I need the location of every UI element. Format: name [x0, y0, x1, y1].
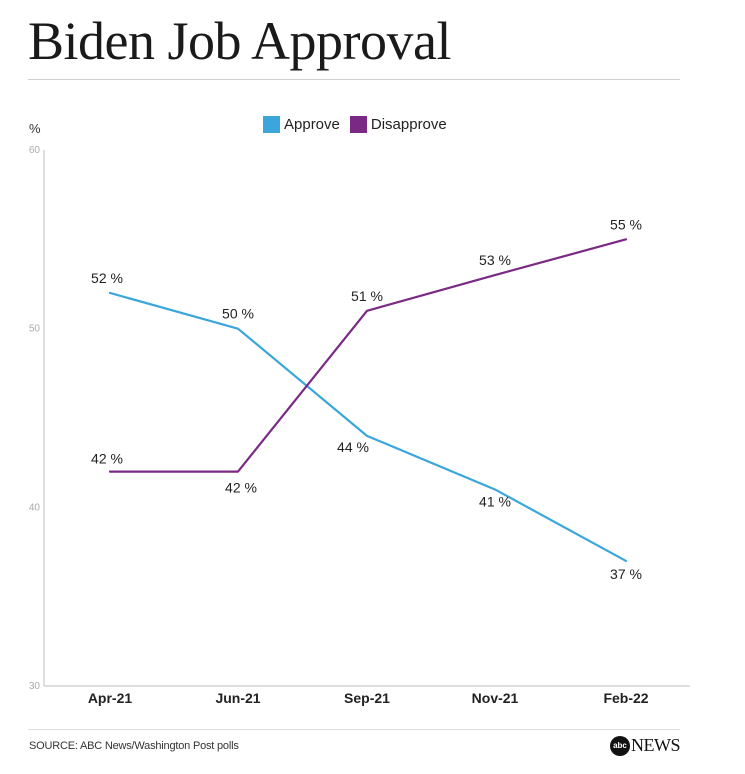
- data-label-approve: 41 %: [479, 493, 511, 509]
- data-label-disapprove: 53 %: [479, 252, 511, 268]
- y-tick-label: 30: [29, 681, 41, 692]
- y-tick-label: 50: [29, 324, 41, 335]
- data-label-approve: 52 %: [91, 270, 123, 286]
- footer-divider: [28, 729, 680, 730]
- y-tick-label: 40: [29, 502, 41, 513]
- x-tick-label: Sep-21: [344, 690, 390, 706]
- x-tick-label: Jun-21: [215, 690, 260, 706]
- brand-name: NEWS: [631, 735, 681, 755]
- legend-item-approve: Approve: [263, 116, 340, 133]
- legend-item-disapprove: Disapprove: [349, 116, 447, 133]
- legend-label-approve: Approve: [284, 116, 340, 133]
- data-label-disapprove: 42 %: [91, 451, 123, 467]
- data-label-approve: 50 %: [222, 306, 254, 322]
- x-tick-label: Feb-22: [603, 690, 648, 706]
- legend: Approve Disapprove: [263, 116, 457, 133]
- source-note: SOURCE: ABC News/Washington Post polls: [29, 740, 239, 752]
- data-label-approve: 44 %: [337, 439, 369, 455]
- data-label-disapprove: 55 %: [610, 216, 642, 232]
- data-label-disapprove: 51 %: [351, 288, 383, 304]
- y-tick-label: 60: [29, 145, 41, 156]
- x-tick-label: Nov-21: [472, 690, 519, 706]
- abc-logo-icon: abc: [610, 735, 630, 756]
- brand-logo: abc NEWS: [610, 735, 681, 756]
- series-line-approve: [108, 291, 628, 563]
- y-axis-unit: %: [29, 121, 41, 136]
- title-divider: [28, 79, 680, 80]
- data-label-disapprove: 42 %: [225, 480, 257, 496]
- legend-swatch-disapprove: [349, 116, 367, 133]
- chart-title: Biden Job Approval: [28, 11, 451, 71]
- x-tick-label: Apr-21: [88, 690, 133, 706]
- data-label-approve: 37 %: [610, 566, 642, 582]
- legend-label-disapprove: Disapprove: [370, 116, 447, 133]
- legend-swatch-approve: [263, 116, 280, 133]
